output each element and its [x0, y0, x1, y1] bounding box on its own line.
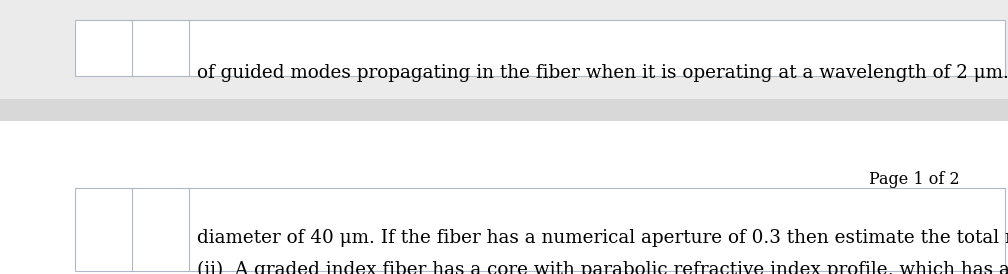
- Bar: [75, 20, 1005, 76]
- Text: diameter of 40 μm. If the fiber has a numerical aperture of 0.3 then estimate th: diameter of 40 μm. If the fiber has a nu…: [197, 229, 1008, 247]
- Bar: [75, 188, 1005, 271]
- Text: Page 1 of 2: Page 1 of 2: [869, 171, 960, 188]
- Bar: [0, 0, 1008, 99]
- Bar: [0, 99, 1008, 121]
- Text: (ii)  A graded index fiber has a core with parabolic refractive index profile, w: (ii) A graded index fiber has a core wit…: [197, 261, 1008, 274]
- Bar: [0, 121, 1008, 274]
- Text: of guided modes propagating in the fiber when it is operating at a wavelength of: of guided modes propagating in the fiber…: [197, 64, 1008, 82]
